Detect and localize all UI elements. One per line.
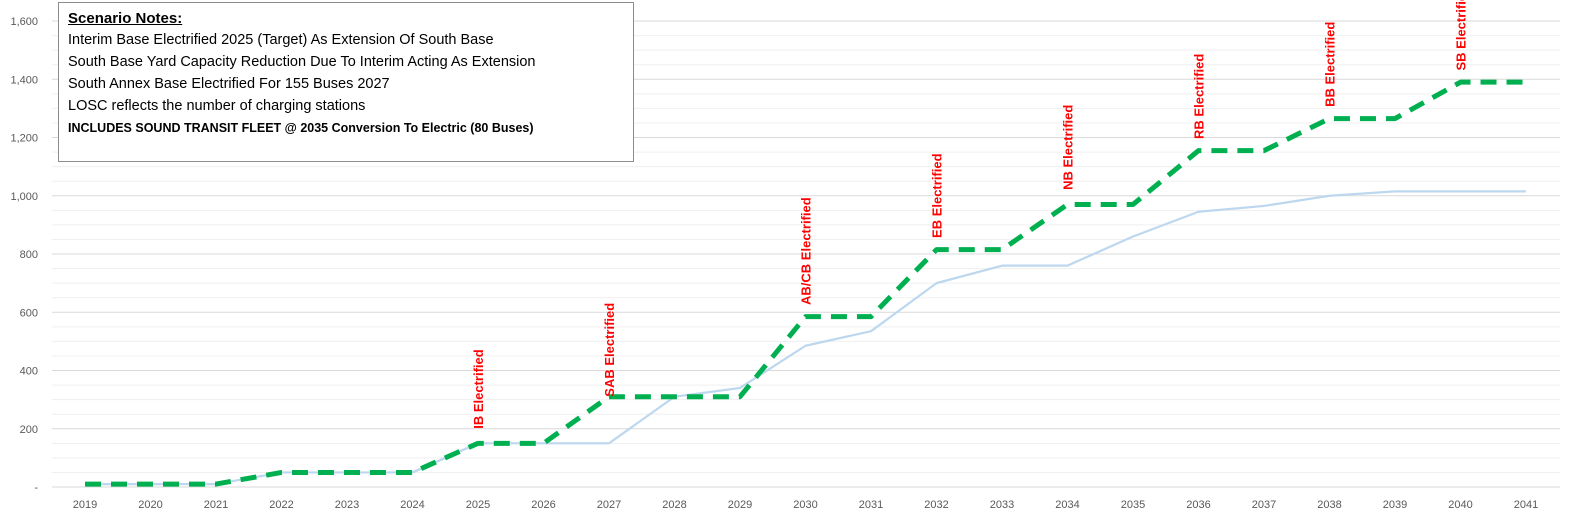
x-tick-label: 2036 — [1186, 499, 1210, 511]
annotation-label: BB Electrified — [1323, 22, 1338, 107]
notes-title: Scenario Notes: — [68, 10, 183, 27]
notes-bold-line: INCLUDES SOUND TRANSIT FLEET @ 2035 Conv… — [68, 121, 534, 135]
x-tick-label: 2035 — [1121, 499, 1145, 511]
x-tick-label: 2034 — [1055, 499, 1079, 511]
annotation-label: SB Electrified — [1454, 0, 1469, 71]
y-tick-label: 1,000 — [10, 191, 38, 203]
y-tick-label: 400 — [20, 366, 38, 378]
annotation-label: EB Electrified — [930, 153, 945, 238]
annotation-label: IB Electrified — [471, 349, 486, 429]
x-tick-label: 2031 — [859, 499, 883, 511]
x-tick-label: 2025 — [466, 499, 490, 511]
y-tick-label: 600 — [20, 307, 38, 319]
x-tick-label: 2029 — [728, 499, 752, 511]
x-tick-label: 2028 — [662, 499, 686, 511]
y-tick-label: 1,200 — [10, 133, 38, 145]
notes-line: LOSC reflects the number of charging sta… — [68, 98, 366, 114]
series-lines — [85, 79, 1526, 487]
x-tick-label: 2040 — [1448, 499, 1472, 511]
notes-line: South Base Yard Capacity Reduction Due T… — [68, 54, 536, 70]
scenario-notes-box: Scenario Notes: Interim Base Electrified… — [58, 2, 634, 162]
x-tick-label: 2037 — [1252, 499, 1276, 511]
series-line-dashed — [85, 79, 1526, 487]
y-tick-label: 800 — [20, 249, 38, 261]
x-tick-label: 2021 — [204, 499, 228, 511]
x-tick-label: 2027 — [597, 499, 621, 511]
x-tick-label: 2024 — [400, 499, 424, 511]
x-tick-label: 2032 — [924, 499, 948, 511]
annotation-label: NB Electrified — [1061, 105, 1076, 190]
annotation-label: RB Electrified — [1192, 54, 1207, 139]
x-tick-label: 2038 — [1317, 499, 1341, 511]
y-tick-label: - — [34, 482, 38, 494]
x-tick-label: 2030 — [793, 499, 817, 511]
x-tick-label: 2022 — [269, 499, 293, 511]
gridlines — [52, 20, 1560, 488]
notes-line: South Annex Base Electrified For 155 Bus… — [68, 76, 390, 92]
y-tick-label: 1,400 — [10, 74, 38, 86]
annotation-label: SAB Electrified — [602, 303, 617, 397]
x-tick-label: 2020 — [138, 499, 162, 511]
x-tick-label: 2023 — [335, 499, 359, 511]
x-tick-label: 2041 — [1514, 499, 1538, 511]
y-axis: - 200 400 600 800 1,000 1,200 1,400 1,600 — [10, 16, 38, 494]
x-axis: 2019 2020 2021 2022 2023 2024 2025 2026 2027 2028… — [73, 499, 1538, 511]
annotations: IB Electrified SAB Electrified AB/CB Elect… — [471, 0, 1469, 429]
x-tick-label: 2019 — [73, 499, 97, 511]
annotation-label: AB/CB Electrified — [799, 197, 814, 305]
x-tick-label: 2039 — [1383, 499, 1407, 511]
y-tick-label: 1,600 — [10, 16, 38, 28]
notes-line: Interim Base Electrified 2025 (Target) A… — [68, 32, 494, 48]
x-tick-label: 2033 — [990, 499, 1014, 511]
x-tick-label: 2026 — [531, 499, 555, 511]
y-tick-label: 200 — [20, 424, 38, 436]
